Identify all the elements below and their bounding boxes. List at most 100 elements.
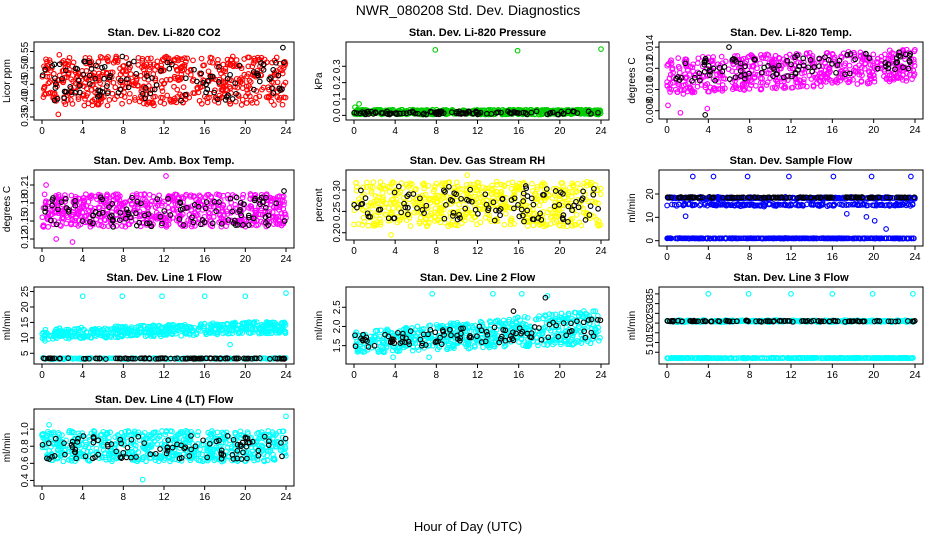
x-tick-label: 24 — [909, 252, 921, 263]
data-point — [50, 70, 57, 77]
data-point — [113, 53, 120, 60]
data-point — [875, 55, 881, 62]
data-point — [56, 51, 63, 58]
data-point — [275, 72, 282, 79]
data-point — [70, 59, 77, 66]
data-point — [769, 85, 776, 91]
y-axis-label: percent — [314, 188, 325, 222]
data-point — [665, 102, 671, 109]
data-point — [356, 101, 362, 107]
data-point — [103, 69, 110, 76]
x-tick-label: 0 — [664, 125, 670, 136]
data-point — [664, 82, 671, 89]
data-point — [250, 69, 257, 75]
data-point — [109, 90, 116, 97]
data-point — [46, 73, 53, 80]
y-tick-label: 0.55 — [20, 41, 31, 61]
x-tick-label: 20 — [240, 254, 252, 265]
data-point — [386, 189, 393, 195]
data-point — [850, 76, 856, 83]
x-tick-label: 0 — [351, 126, 357, 137]
data-point — [127, 71, 134, 77]
data-point — [719, 87, 726, 94]
data-point — [147, 64, 153, 70]
data-point — [861, 65, 868, 72]
data-point — [104, 102, 111, 109]
data-point — [746, 85, 753, 92]
x-tick-label: 4 — [392, 246, 398, 257]
data-point — [174, 74, 181, 81]
data-point — [666, 75, 673, 82]
panel-title: Stan. Dev. Li-820 Temp. — [730, 27, 852, 39]
data-point — [807, 57, 814, 63]
x-tick-label: 0 — [351, 246, 357, 257]
data-point — [700, 73, 707, 80]
data-point — [190, 90, 197, 96]
x-tick-label: 8 — [747, 252, 753, 263]
data-point — [239, 194, 246, 201]
data-point — [223, 94, 230, 100]
data-point — [40, 85, 47, 92]
data-point — [196, 97, 203, 104]
panel-title: Stan. Dev. Sample Flow — [730, 155, 853, 167]
x-tick-label: 24 — [280, 126, 292, 137]
data-point — [694, 60, 701, 66]
data-point — [415, 110, 421, 117]
data-point — [906, 59, 913, 65]
data-point — [664, 62, 671, 69]
data-point — [825, 57, 832, 63]
data-point — [705, 88, 711, 95]
data-point — [811, 64, 817, 70]
data-point — [710, 173, 717, 180]
data-point — [111, 96, 118, 102]
x-tick-label: 16 — [199, 126, 211, 137]
data-point — [715, 78, 722, 85]
data-point — [282, 94, 289, 101]
data-point — [900, 64, 906, 71]
data-point — [871, 75, 877, 82]
data-point — [129, 81, 136, 88]
data-point — [859, 72, 865, 79]
data-point — [536, 202, 543, 209]
data-point — [597, 110, 604, 117]
data-point — [667, 71, 674, 78]
x-tick-label: 0 — [39, 126, 45, 137]
data-point — [182, 91, 189, 98]
data-point — [460, 110, 466, 116]
data-point — [577, 110, 584, 117]
data-point — [94, 101, 101, 108]
data-point — [196, 192, 203, 199]
data-point — [182, 58, 189, 65]
data-point — [149, 75, 155, 81]
data-point — [200, 80, 207, 86]
data-point — [256, 93, 263, 100]
x-tick-label: 24 — [909, 125, 921, 136]
data-point — [198, 70, 205, 77]
data-point — [719, 68, 726, 75]
data-point — [276, 96, 282, 103]
y-axis-label: kPa — [314, 72, 325, 90]
data-point — [885, 68, 892, 75]
data-point — [800, 59, 807, 66]
y-tick-label: 0.20 — [332, 223, 343, 243]
data-point — [280, 65, 287, 71]
data-point — [841, 62, 848, 69]
data-point — [704, 81, 711, 87]
data-point — [247, 85, 254, 92]
data-point — [570, 108, 576, 115]
x-tick-label: 12 — [785, 252, 797, 263]
data-point — [370, 111, 377, 117]
data-point — [852, 56, 858, 63]
x-tick-label: 12 — [158, 370, 170, 381]
data-point — [270, 90, 277, 96]
data-point — [868, 173, 875, 180]
data-point — [400, 110, 407, 117]
data-point — [40, 94, 47, 100]
data-point — [816, 55, 823, 62]
data-point — [211, 98, 218, 104]
data-point — [433, 111, 440, 117]
data-point — [805, 64, 812, 71]
data-point — [69, 239, 76, 245]
data-point — [131, 58, 137, 65]
data-point — [119, 100, 125, 107]
